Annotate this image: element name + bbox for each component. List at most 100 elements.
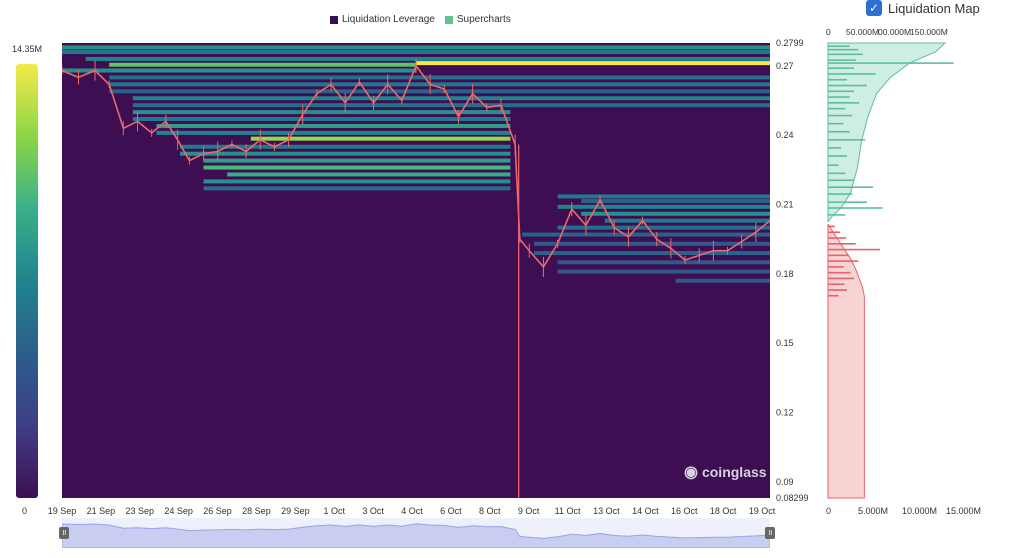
liquidation-band: [156, 123, 511, 128]
liquidation-band: [227, 172, 511, 177]
short-liquidation-bar: [828, 114, 853, 117]
short-liquidation-bar: [828, 84, 867, 87]
liquidation-band: [62, 68, 416, 73]
short-liquidation-bar: [828, 139, 866, 141]
long-liquidation-bar: [828, 260, 859, 262]
short-liquidation-bar: [828, 179, 854, 182]
x-tick-label: 19 Oct: [749, 506, 776, 516]
x-tick-label: 3 Oct: [362, 506, 384, 516]
liquidation-band: [62, 50, 770, 55]
short-liquidation-bar: [828, 186, 874, 188]
colorbar-max-label: 14.35M: [12, 44, 43, 54]
liquidation-band: [109, 62, 416, 67]
liquidation-band: [203, 158, 511, 163]
legend-item-supercharts[interactable]: Supercharts: [444, 14, 511, 25]
side-bottom-tick-label: 15.000M: [946, 506, 981, 516]
long-cumulative-area: [827, 223, 865, 499]
short-liquidation-bar: [828, 130, 850, 133]
long-liquidation-bar: [828, 277, 854, 280]
liquidation-band: [557, 225, 770, 230]
short-liquidation-bar: [828, 78, 848, 81]
liquidation-band: [156, 130, 511, 135]
x-tick-label: 19 Sep: [48, 506, 77, 516]
short-liquidation-bar: [828, 53, 863, 56]
short-liquidation-bar: [828, 107, 846, 110]
legend-label-liquidation-leverage: Liquidation Leverage: [342, 14, 435, 25]
side-top-tick-label: 150.000M: [910, 27, 948, 37]
short-liquidation-bar: [828, 201, 867, 204]
x-tick-label: 18 Oct: [710, 506, 737, 516]
navigator-left-handle[interactable]: ॥: [59, 527, 69, 539]
liquidation-band: [557, 194, 770, 199]
long-liquidation-bar: [828, 266, 844, 268]
x-tick-label: 26 Sep: [203, 506, 232, 516]
liquidation-band: [534, 241, 770, 246]
side-top-tick-label: 50.000M: [846, 27, 879, 37]
liquidation-band: [85, 56, 770, 61]
side-bottom-tick-label: 5.000M: [858, 506, 888, 516]
long-liquidation-bar: [828, 289, 848, 291]
x-tick-label: 14 Oct: [632, 506, 659, 516]
short-liquidation-bar: [828, 193, 853, 195]
time-range-navigator[interactable]: [61, 518, 771, 549]
y-tick-label: 0.09: [776, 477, 794, 487]
liquidation-band: [557, 204, 770, 209]
short-liquidation-bar: [828, 214, 846, 216]
short-liquidation-bar: [828, 207, 883, 209]
x-tick-label: 23 Sep: [126, 506, 155, 516]
long-liquidation-bar: [828, 231, 841, 234]
liquidation-band: [557, 260, 770, 265]
x-tick-label: 6 Oct: [440, 506, 462, 516]
short-liquidation-bar: [828, 48, 859, 51]
liquidation-band: [581, 211, 770, 216]
side-top-tick-label: 00.000M: [878, 27, 911, 37]
y-tick-label: 0.27: [776, 61, 794, 71]
liquidation-band: [534, 251, 770, 256]
x-tick-label: 4 Oct: [401, 506, 423, 516]
liquidation-map-toggle[interactable]: ✓ Liquidation Map: [866, 0, 980, 16]
liquidation-band: [604, 218, 770, 223]
short-liquidation-bar: [828, 172, 846, 175]
short-liquidation-bar: [828, 102, 860, 104]
navigator-series: [61, 523, 771, 549]
short-liquidation-bar: [828, 164, 839, 167]
legend-swatch-liquidation-leverage: [330, 15, 338, 24]
long-liquidation-bar: [828, 294, 839, 297]
navigator-right-handle[interactable]: ॥: [765, 527, 775, 539]
liquidation-band: [180, 144, 511, 149]
liquidation-band: [180, 151, 511, 156]
liquidation-band: [203, 179, 511, 184]
long-liquidation-bar: [828, 225, 835, 228]
long-liquidation-bar: [828, 237, 847, 239]
x-tick-label: 28 Sep: [242, 506, 271, 516]
liquidation-band: [581, 199, 770, 204]
liquidation-band: [132, 96, 770, 101]
short-liquidation-bar: [828, 147, 841, 149]
legend-item-liquidation-leverage[interactable]: Liquidation Leverage: [330, 14, 435, 25]
long-liquidation-bar: [828, 254, 849, 257]
side-bottom-tick-label: 10.000M: [902, 506, 937, 516]
colorbar: [16, 64, 38, 498]
liquidation-band: [132, 117, 511, 122]
liquidation-map-label: Liquidation Map: [888, 0, 980, 16]
x-tick-label: 21 Sep: [87, 506, 116, 516]
x-tick-label: 1 Oct: [323, 506, 345, 516]
short-liquidation-bar: [828, 62, 954, 64]
y-tick-label: 0.18: [776, 269, 794, 279]
short-liquidation-bar: [828, 155, 848, 157]
long-liquidation-bar: [828, 271, 851, 274]
y-tick-label: 0.15: [776, 338, 794, 348]
checkbox-checked-icon[interactable]: ✓: [866, 0, 882, 16]
liquidation-band: [109, 89, 770, 94]
legend-label-supercharts: Supercharts: [456, 14, 511, 25]
short-liquidation-bar: [828, 67, 854, 69]
y-tick-label: 0.12: [776, 407, 794, 417]
short-liquidation-bar: [828, 90, 854, 93]
liquidation-band: [62, 45, 770, 50]
short-liquidation-bar: [828, 96, 850, 98]
x-tick-label: 24 Sep: [164, 506, 193, 516]
navigator-area: [61, 523, 771, 549]
long-liquidation-bar: [828, 283, 845, 286]
